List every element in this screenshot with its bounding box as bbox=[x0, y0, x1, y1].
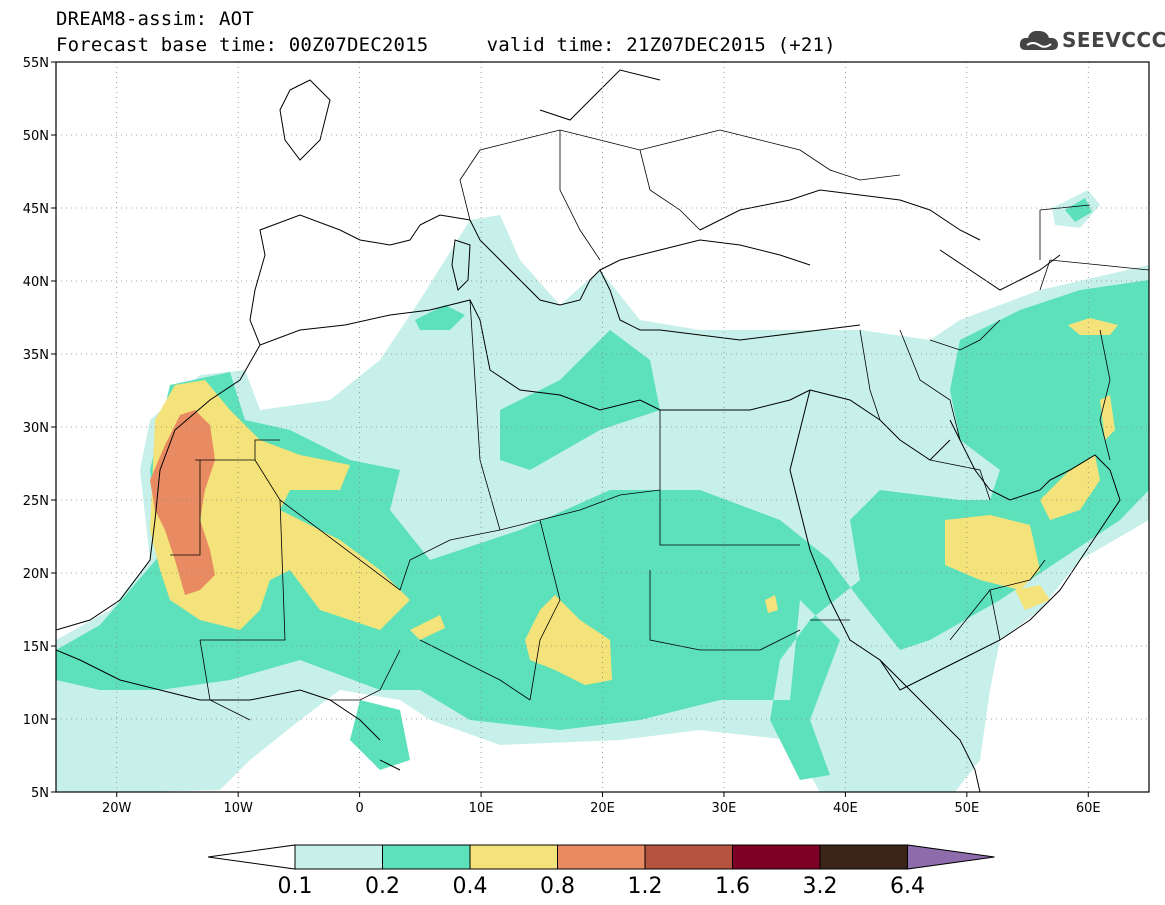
lat-tick-label: 40N bbox=[23, 275, 49, 290]
longitude-axis: 20W 10W 0 10E 20E 30E 40E 50E 60E bbox=[102, 792, 1101, 816]
lat-tick-label: 10N bbox=[23, 713, 49, 728]
colorbar-bin bbox=[557, 844, 646, 870]
colorbar-level-label: 0.8 bbox=[540, 874, 575, 899]
lon-tick-label: 50E bbox=[954, 801, 979, 816]
logo-text: SEEVCCC bbox=[1062, 28, 1165, 52]
latitude-axis: 55N 50N 45N 40N 35N 30N 25N 20N 15N 10N 5N bbox=[23, 56, 56, 801]
colorbar-bin bbox=[644, 844, 733, 870]
colorbar-level-label: 3.2 bbox=[803, 874, 838, 899]
lat-tick-label: 45N bbox=[23, 202, 49, 217]
colorbar-bin bbox=[819, 844, 908, 870]
aot-level-0-8 bbox=[150, 410, 215, 595]
colorbar-under-arrow bbox=[207, 844, 296, 870]
lat-tick-label: 15N bbox=[23, 640, 49, 655]
lon-tick-label: 30E bbox=[712, 801, 737, 816]
lon-tick-label: 20E bbox=[590, 801, 615, 816]
lat-tick-label: 35N bbox=[23, 348, 49, 363]
map-gridlines bbox=[56, 62, 1149, 792]
colorbar-bin bbox=[382, 844, 471, 870]
colorbar-level-label: 1.2 bbox=[628, 874, 663, 899]
lon-tick-label: 40E bbox=[833, 801, 858, 816]
colorbar-bin bbox=[469, 844, 558, 870]
map-title: DREAM8-assim: AOT bbox=[56, 8, 254, 30]
lat-tick-label: 25N bbox=[23, 494, 49, 509]
lon-tick-label: 10E bbox=[469, 801, 494, 816]
lat-tick-label: 20N bbox=[23, 567, 49, 582]
lon-tick-label: 0 bbox=[355, 801, 363, 816]
seevccc-logo: SEEVCCC bbox=[1018, 24, 1165, 58]
colorbar-level-label: 0.4 bbox=[453, 874, 488, 899]
colorbar-level-label: 6.4 bbox=[890, 874, 925, 899]
lon-tick-label: 20W bbox=[102, 801, 132, 816]
colorbar-level-label: 0.2 bbox=[365, 874, 400, 899]
aot-colorbar: 0.1 0.2 0.4 0.8 1.2 1.6 3.2 6.4 bbox=[207, 844, 995, 899]
cloud-icon bbox=[1019, 30, 1058, 50]
lon-tick-label: 60E bbox=[1076, 801, 1101, 816]
colorbar-over-arrow bbox=[907, 844, 995, 870]
aot-level-0-2 bbox=[56, 198, 1149, 780]
forecast-time-subtitle: Forecast base time: 00Z07DEC2015 valid t… bbox=[56, 34, 836, 56]
colorbar-bin bbox=[732, 844, 821, 870]
colorbar-level-label: 1.6 bbox=[715, 874, 750, 899]
country-borders bbox=[170, 129, 1149, 721]
colorbar-level-label: 0.1 bbox=[278, 874, 313, 899]
lon-tick-label: 10W bbox=[223, 801, 253, 816]
lat-tick-label: 50N bbox=[23, 129, 49, 144]
colorbar-bin bbox=[294, 844, 383, 870]
lat-tick-label: 30N bbox=[23, 421, 49, 436]
lat-tick-label: 55N bbox=[23, 56, 49, 71]
lat-tick-label: 5N bbox=[31, 786, 49, 801]
coastlines bbox=[56, 69, 1121, 792]
